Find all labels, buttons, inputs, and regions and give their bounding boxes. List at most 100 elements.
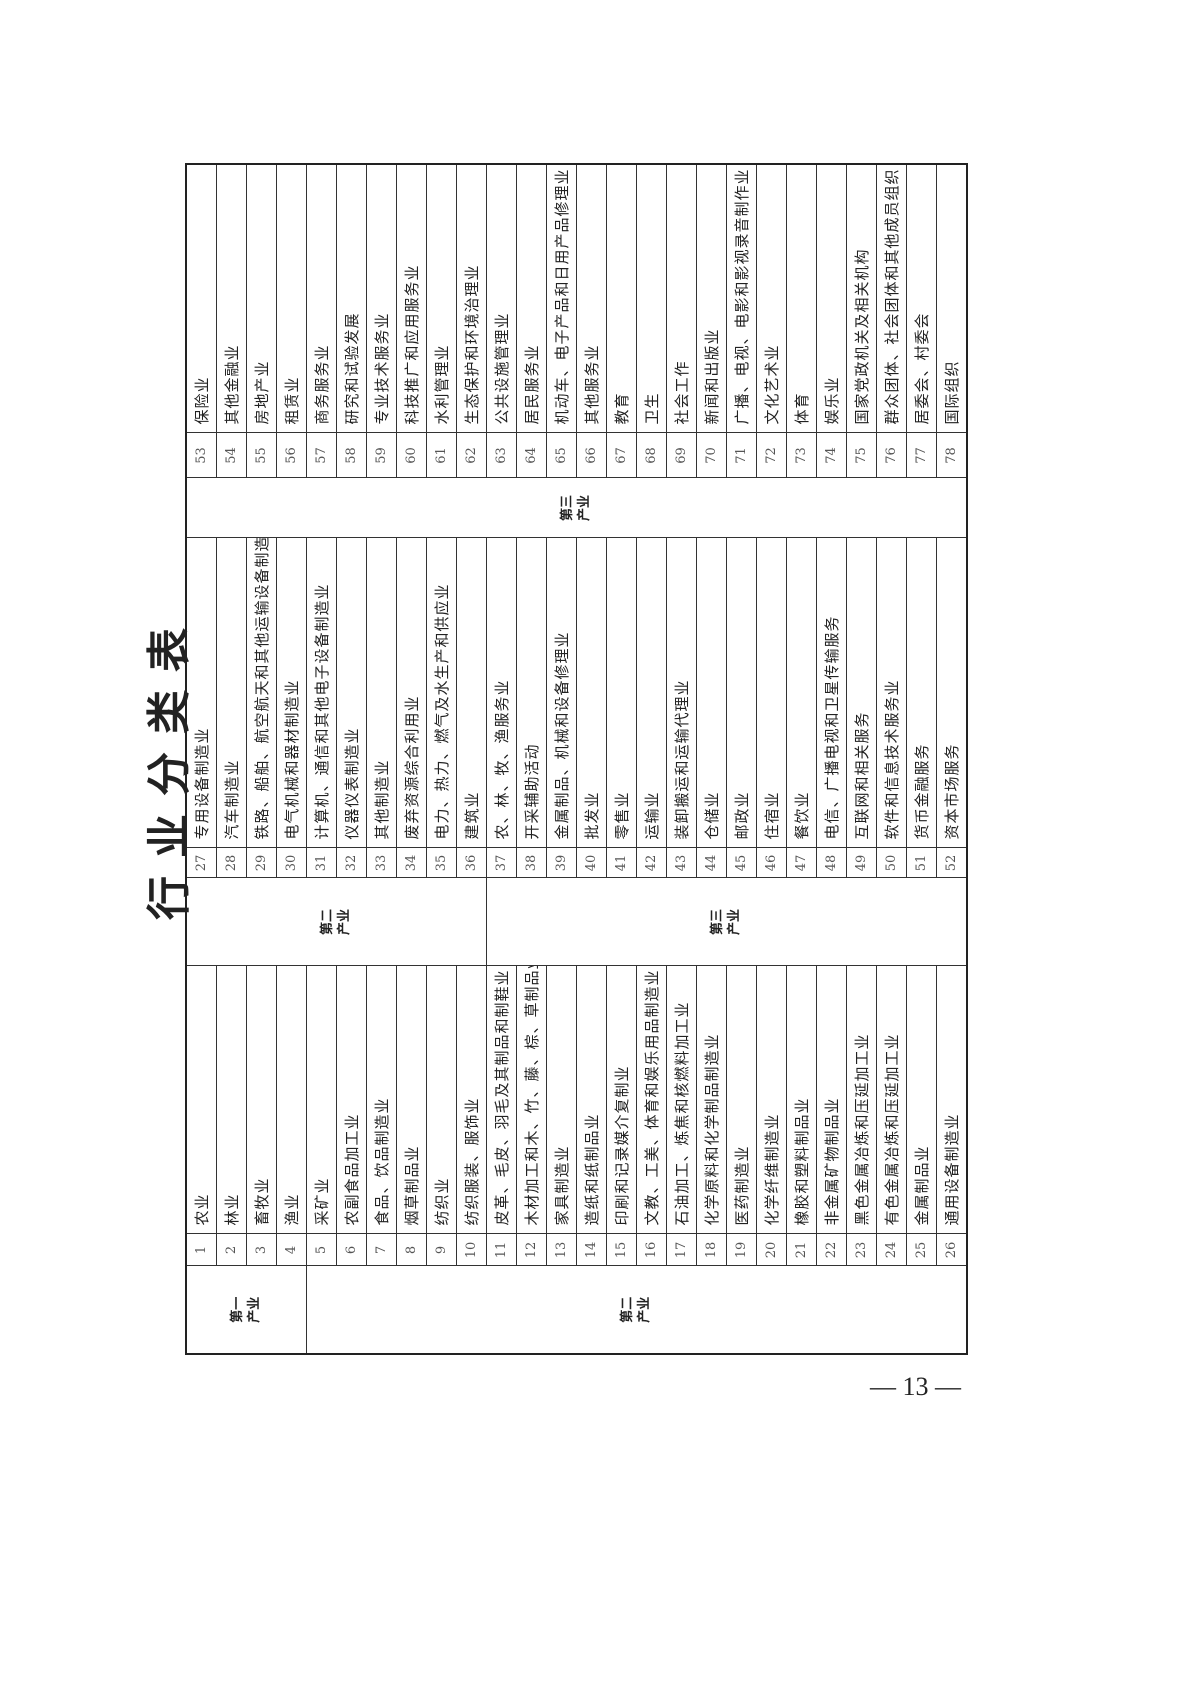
sector-label: 第三产业 (709, 909, 742, 936)
item-number: 40 (576, 848, 607, 878)
item-number: 34 (396, 848, 427, 878)
item-name: 林业 (216, 966, 247, 1234)
item-number: 61 (426, 433, 457, 478)
item-number: 25 (906, 1234, 937, 1266)
page-number: — 13 — (870, 1372, 961, 1401)
item-name: 汽车制造业 (216, 538, 247, 848)
industry-table: 第一产业 1 农业 第二产业 27 专用设备制造业 第三产业 53 保险业 2 林业 28 汽车制造业 5… (185, 163, 968, 1355)
item-number: 13 (546, 1234, 577, 1266)
sector-label: 第一产业 (229, 1296, 262, 1323)
item-number: 66 (576, 433, 607, 478)
item-name: 黑色金属冶炼和压延加工业 (846, 966, 877, 1234)
item-name: 化学原料和化学制品制造业 (696, 966, 727, 1234)
item-name: 租赁业 (276, 164, 307, 433)
item-name: 居民服务业 (516, 164, 547, 433)
item-number: 22 (816, 1234, 847, 1266)
item-name: 邮政业 (726, 538, 757, 848)
item-number: 9 (426, 1234, 457, 1266)
table-row: 11 皮革、毛皮、羽毛及其制品和制鞋业 第三产业 37 农、林、牧、渔服务业 63 公共设施… (486, 164, 967, 1354)
item-number: 71 (726, 433, 757, 478)
item-number: 5 (306, 1234, 337, 1266)
item-name: 电气机械和器材制造业 (276, 538, 307, 848)
item-name: 批发业 (576, 538, 607, 848)
item-number: 64 (516, 433, 547, 478)
item-number: 47 (786, 848, 817, 878)
item-number: 2 (216, 1234, 247, 1266)
item-name: 通用设备制造业 (936, 966, 967, 1234)
sector-cell: 第二产业 (306, 1266, 967, 1354)
item-number: 58 (336, 433, 367, 478)
item-number: 16 (636, 1234, 667, 1266)
item-name: 餐饮业 (786, 538, 817, 848)
item-name: 金属制品、机械和设备修理业 (546, 538, 577, 848)
item-name: 广播、电视、电影和影视录音制作业 (726, 164, 757, 433)
table-row: 15 印刷和记录媒介复制业 41 零售业 67 教育 (606, 164, 637, 1354)
item-name: 文教、工美、体育和娱乐用品制造业 (636, 966, 667, 1234)
item-number: 39 (546, 848, 577, 878)
item-name: 软件和信息技术服务业 (876, 538, 907, 848)
item-number: 50 (876, 848, 907, 878)
item-name: 保险业 (186, 164, 217, 433)
item-number: 42 (636, 848, 667, 878)
table-row: 6 农副食品加工业 32 仪器仪表制造业 58 研究和试验发展 (336, 164, 367, 1354)
item-number: 60 (396, 433, 427, 478)
item-name: 造纸和纸制品业 (576, 966, 607, 1234)
table-wrap: 第一产业 1 农业 第二产业 27 专用设备制造业 第三产业 53 保险业 2 林业 28 汽车制造业 5… (185, 163, 968, 1355)
item-name: 文化艺术业 (756, 164, 787, 433)
item-name: 计算机、通信和其他电子设备制造业 (306, 538, 337, 848)
item-name: 农、林、牧、渔服务业 (486, 538, 517, 848)
item-name: 渔业 (276, 966, 307, 1234)
table-row: 13 家具制造业 39 金属制品、机械和设备修理业 65 机动车、电子产品和日用产品修理业 (546, 164, 577, 1354)
item-number: 48 (816, 848, 847, 878)
item-name: 科技推广和应用服务业 (396, 164, 427, 433)
item-name: 卫生 (636, 164, 667, 433)
item-number: 12 (516, 1234, 547, 1266)
item-name: 体育 (786, 164, 817, 433)
item-number: 36 (456, 848, 487, 878)
table-row: 14 造纸和纸制品业 40 批发业 66 其他服务业 (576, 164, 607, 1354)
sector-label: 第二产业 (619, 1296, 652, 1323)
table-row: 9 纺织业 35 电力、热力、燃气及水生产和供应业 61 水利管理业 (426, 164, 457, 1354)
item-name: 专业技术服务业 (366, 164, 397, 433)
item-name: 畜牧业 (246, 966, 277, 1234)
item-number: 57 (306, 433, 337, 478)
item-number: 38 (516, 848, 547, 878)
item-name: 娱乐业 (816, 164, 847, 433)
item-name: 仓储业 (696, 538, 727, 848)
item-name: 专用设备制造业 (186, 538, 217, 848)
item-number: 72 (756, 433, 787, 478)
item-name: 采矿业 (306, 966, 337, 1234)
item-name: 农业 (186, 966, 217, 1234)
table-row: 21 橡胶和塑料制品业 47 餐饮业 73 体育 (786, 164, 817, 1354)
item-name: 纺织服装、服饰业 (456, 966, 487, 1234)
item-name: 化学纤维制造业 (756, 966, 787, 1234)
item-number: 30 (276, 848, 307, 878)
item-name: 其他服务业 (576, 164, 607, 433)
item-number: 35 (426, 848, 457, 878)
table-row: 24 有色金属冶炼和压延加工业 50 软件和信息技术服务业 76 群众团体、社会团体和其他… (876, 164, 907, 1354)
item-number: 20 (756, 1234, 787, 1266)
item-number: 33 (366, 848, 397, 878)
item-number: 17 (666, 1234, 697, 1266)
item-number: 44 (696, 848, 727, 878)
item-name: 铁路、船舶、航空航天和其他运输设备制造业 (246, 538, 277, 848)
item-name: 教育 (606, 164, 637, 433)
item-name: 印刷和记录媒介复制业 (606, 966, 637, 1234)
item-number: 73 (786, 433, 817, 478)
item-name: 研究和试验发展 (336, 164, 367, 433)
item-name: 群众团体、社会团体和其他成员组织 (876, 164, 907, 433)
item-name: 有色金属冶炼和压延加工业 (876, 966, 907, 1234)
item-name: 国家党政机关及相关机构 (846, 164, 877, 433)
sector-label: 第二产业 (319, 909, 352, 936)
item-name: 生态保护和环境治理业 (456, 164, 487, 433)
item-number: 77 (906, 433, 937, 478)
item-number: 3 (246, 1234, 277, 1266)
item-number: 75 (846, 433, 877, 478)
table-row: 22 非金属矿物制品业 48 电信、广播电视和卫星传输服务 74 娱乐业 (816, 164, 847, 1354)
table-row: 12 木材加工和木、竹、藤、棕、草制品业 38 开采辅助活动 64 居民服务业 (516, 164, 547, 1354)
table-row: 20 化学纤维制造业 46 住宿业 72 文化艺术业 (756, 164, 787, 1354)
item-number: 1 (186, 1234, 217, 1266)
item-number: 11 (486, 1234, 517, 1266)
table-row: 第二产业 5 采矿业 31 计算机、通信和其他电子设备制造业 57 商务服务业 (306, 164, 967, 1354)
